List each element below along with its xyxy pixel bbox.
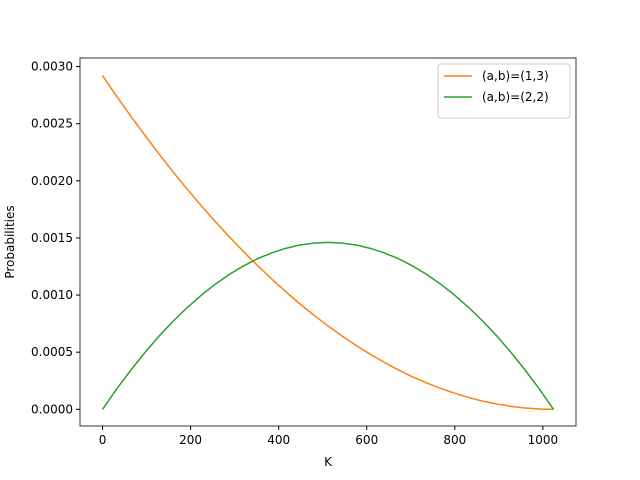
legend-box [437,63,571,119]
y-tick-label: 0.0000 [31,402,73,416]
y-tick-label: 0.0025 [31,117,73,131]
y-tick-label: 0.0020 [31,174,73,188]
x-tick-label: 400 [267,433,290,447]
data-line [101,75,554,411]
y-tick-label: 0.0015 [31,231,73,245]
plot-frame [79,57,577,427]
y-tick-label: 0.0030 [31,60,73,74]
x-tick-label: 0 [99,433,107,447]
y-tick-label: 0.0010 [31,288,73,302]
legend-label: (a,b)=(2,2) [482,90,549,104]
x-tick-label: 800 [443,433,466,447]
y-tick-label: 0.0005 [31,345,73,359]
data-line [101,241,555,410]
x-tick-label: 200 [179,433,202,447]
legend-label: (a,b)=(1,3) [482,69,549,83]
x-tick-label: 600 [355,433,378,447]
x-tick-label: 1000 [528,433,559,447]
y-axis-label: Probabilities [3,205,17,278]
x-axis-label: K [324,455,333,469]
